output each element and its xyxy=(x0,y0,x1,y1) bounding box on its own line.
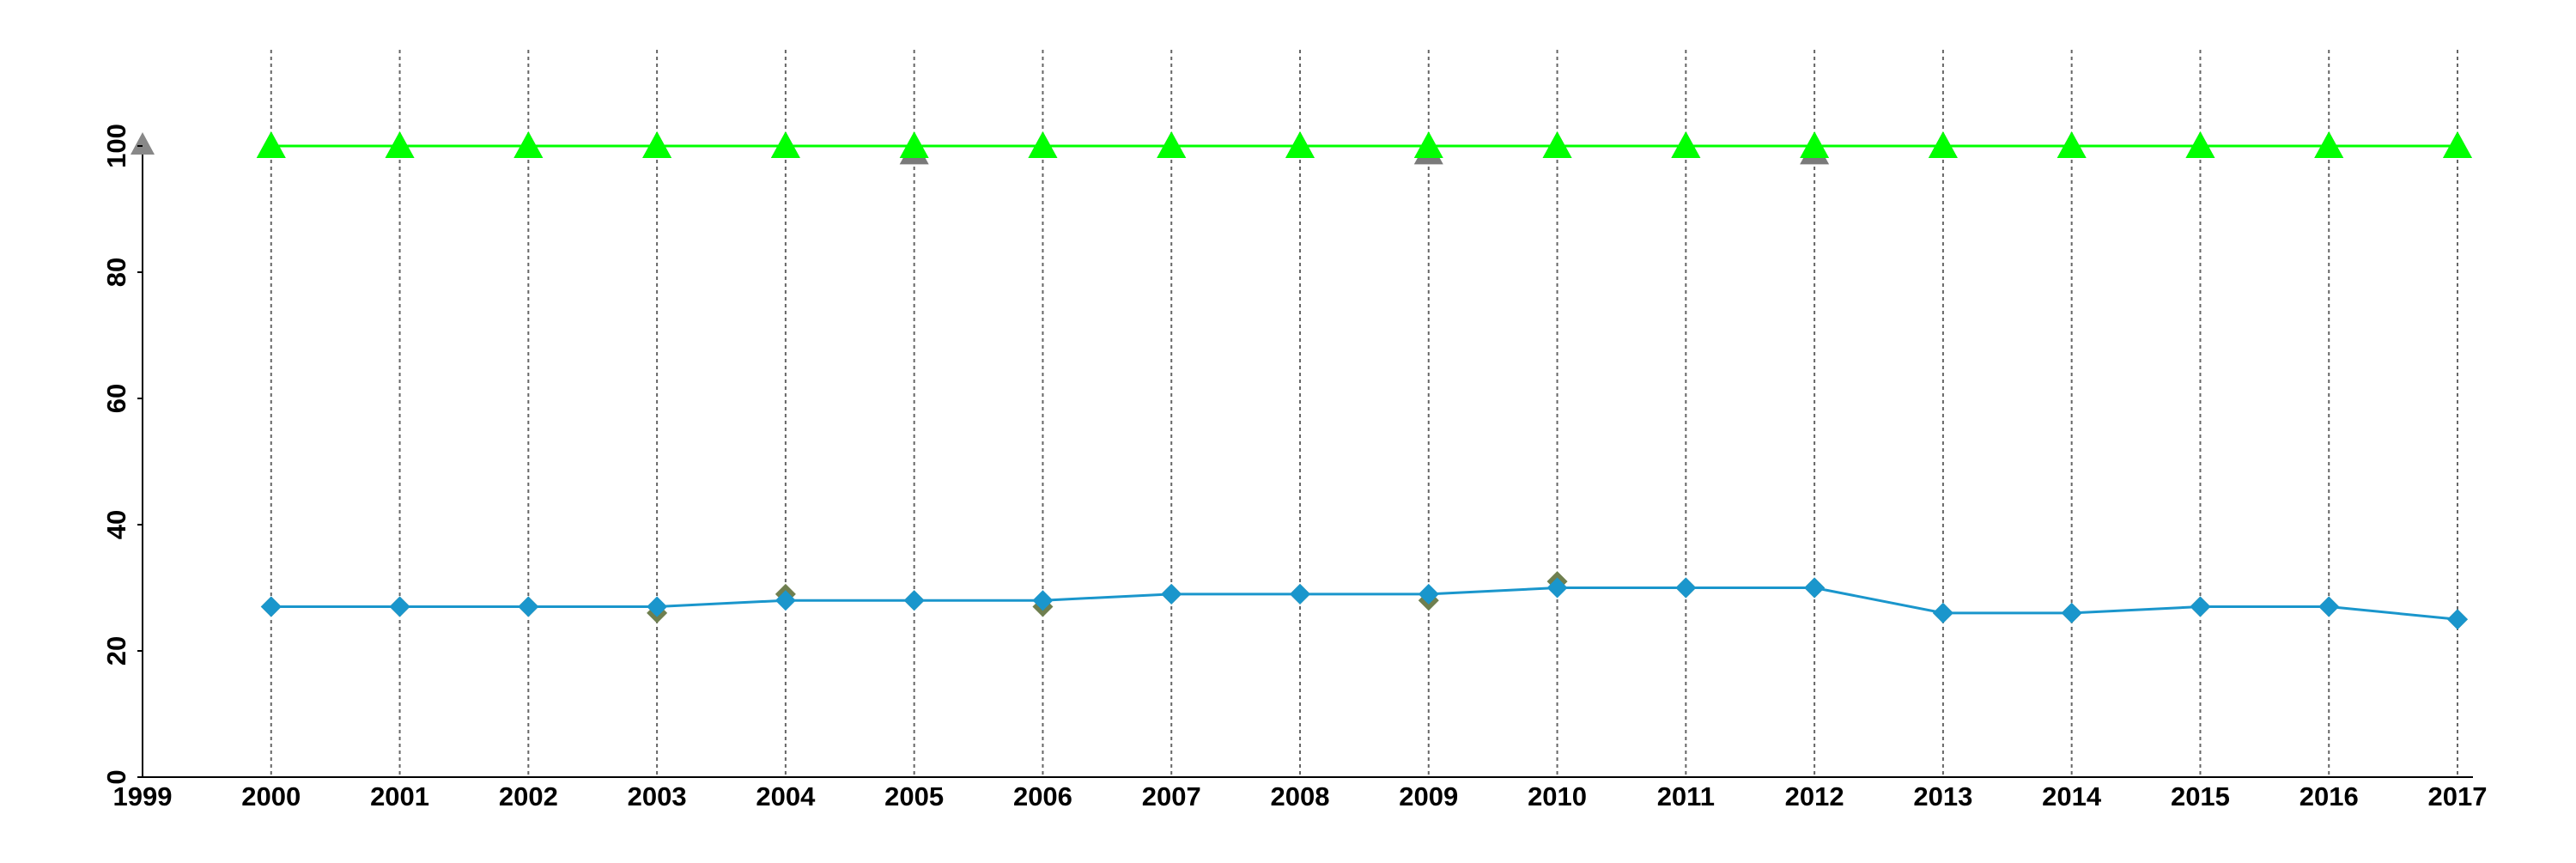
triangle-marker xyxy=(1028,131,1058,158)
diamond-marker xyxy=(2447,609,2468,630)
diamond-marker xyxy=(775,590,796,611)
x-tick-label: 2012 xyxy=(1785,781,1844,811)
x-tick-label: 2016 xyxy=(2300,781,2359,811)
diamond-marker xyxy=(2190,596,2211,617)
triangle-marker xyxy=(1413,131,1443,158)
diamond-marker xyxy=(1418,583,1439,605)
triangle-marker xyxy=(2057,131,2087,158)
triangle-marker xyxy=(1928,131,1958,158)
x-tick-label: 2004 xyxy=(756,781,816,811)
y-tick-label: 80 xyxy=(101,258,131,287)
y-axis-arrow xyxy=(131,132,155,155)
series-line xyxy=(270,586,2458,621)
x-tick-label: 2001 xyxy=(370,781,429,811)
x-tick-label: 2009 xyxy=(1399,781,1458,811)
triangle-marker xyxy=(1542,131,1572,158)
triangle-marker xyxy=(513,131,544,158)
diamond-marker xyxy=(389,596,410,617)
y-tick-label: 0 xyxy=(101,769,131,784)
diamond-marker xyxy=(2061,602,2082,623)
x-tick-label: 1999 xyxy=(113,781,173,811)
x-tick-label: 2017 xyxy=(2428,781,2488,811)
y-tick-label: 40 xyxy=(101,510,131,539)
diamond-marker xyxy=(518,596,539,617)
diamond-marker xyxy=(1675,577,1697,599)
triangle-marker xyxy=(2185,131,2215,158)
x-tick-label: 2006 xyxy=(1013,781,1072,811)
diamond-marker xyxy=(1932,602,1953,623)
diamond-marker xyxy=(260,596,282,617)
y-tick-label: 60 xyxy=(101,384,131,413)
triangle-marker xyxy=(1800,131,1830,158)
x-tick-label: 2010 xyxy=(1528,781,1587,811)
triangle-marker xyxy=(2443,131,2472,158)
x-tick-label: 2007 xyxy=(1142,781,1201,811)
y-tick-label: 20 xyxy=(101,636,131,665)
triangle-marker xyxy=(256,131,286,158)
triangle-marker xyxy=(899,131,929,158)
x-tick-label: 2008 xyxy=(1271,781,1330,811)
triangle-marker xyxy=(642,131,672,158)
y-tick-label: 100 xyxy=(101,124,131,168)
triangle-marker xyxy=(1285,131,1315,158)
x-tick-label: 2015 xyxy=(2171,781,2230,811)
diamond-marker xyxy=(1032,590,1054,611)
x-tick-label: 2011 xyxy=(1657,781,1715,811)
x-tick-label: 2014 xyxy=(2042,781,2102,811)
diamond-marker xyxy=(1290,583,1310,605)
diamond-marker xyxy=(1804,577,1826,599)
x-tick-label: 2000 xyxy=(241,781,301,811)
diamond-marker xyxy=(647,596,668,617)
triangle-marker xyxy=(385,131,415,158)
triangle-marker xyxy=(1671,131,1701,158)
x-tick-label: 2005 xyxy=(884,781,944,811)
diamond-marker xyxy=(1161,583,1182,605)
diamond-marker xyxy=(2318,596,2340,617)
x-tick-label: 2002 xyxy=(499,781,558,811)
x-tick-label: 2003 xyxy=(628,781,687,811)
diamond-marker xyxy=(1546,577,1568,599)
x-tick-label: 2013 xyxy=(1913,781,1972,811)
triangle-marker xyxy=(1157,131,1187,158)
diamond-marker xyxy=(903,590,925,611)
triangle-marker xyxy=(2314,131,2344,158)
triangle-marker xyxy=(770,131,800,158)
